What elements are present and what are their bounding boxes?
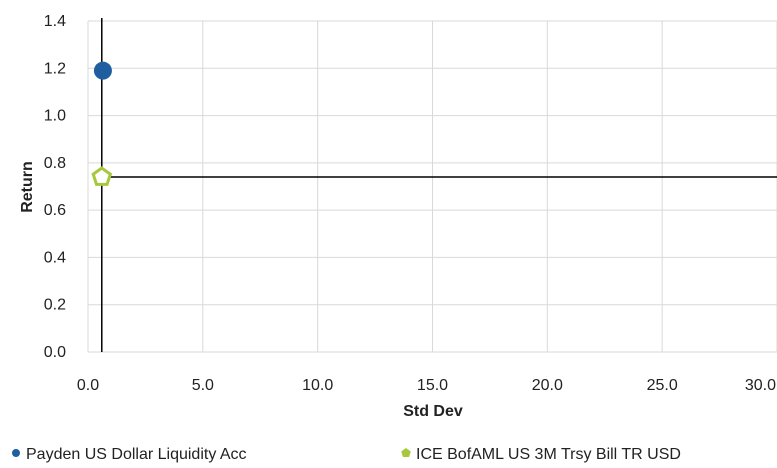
y-tick-label: 0.8 [44,155,66,172]
x-axis-title: Std Dev [403,403,463,420]
grid-lines [87,20,777,353]
y-tick-label: 0.6 [44,202,66,219]
y-tick-label: 1.4 [44,13,66,30]
y-tick-label: 0.2 [44,297,66,314]
x-tick-label: 10.0 [302,377,333,394]
y-axis-title: Return [19,161,36,213]
legend-label-benchmark: ICE BofAML US 3M Trsy Bill TR USD [416,446,681,463]
data-point-fund [93,61,112,80]
x-tick-label: 25.0 [647,377,678,394]
legend-item-benchmark: ICE BofAML US 3M Trsy Bill TR USD [401,446,681,463]
y-tick-label: 0.0 [44,344,66,361]
x-tick-label: 5.0 [192,377,214,394]
x-tick-label: 0.0 [77,377,99,394]
legend-label-fund: Payden US Dollar Liquidity Acc [26,446,247,463]
axis-ticks: 0.0 0.2 0.4 0.6 0.8 1.0 1.2 1.4 0.0 5.0 10.0 15.0 20… [44,13,776,394]
x-tick-label: 30.0 [745,377,776,394]
data-points [91,61,113,186]
y-tick-label: 1.2 [44,60,66,77]
data-point-benchmark [91,166,113,186]
legend-marker-pentagon [401,448,411,457]
x-tick-label: 20.0 [532,377,563,394]
y-tick-label: 1.0 [44,108,66,125]
y-tick-label: 0.4 [44,249,66,266]
x-tick-label: 15.0 [417,377,448,394]
legend: Payden US Dollar Liquidity Acc ICE BofAM… [12,446,681,463]
legend-marker-circle [12,449,20,457]
legend-item-fund: Payden US Dollar Liquidity Acc [12,446,247,463]
